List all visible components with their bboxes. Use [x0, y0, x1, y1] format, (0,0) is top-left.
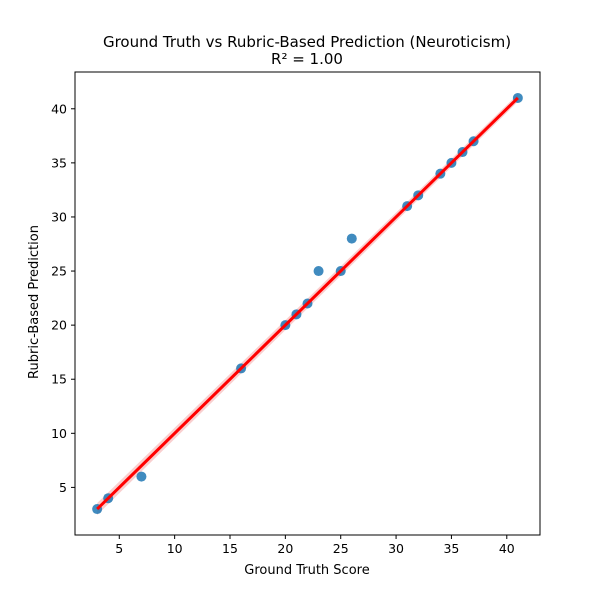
x-tick-label: 20	[277, 541, 293, 556]
x-axis-label: Ground Truth Score	[244, 563, 369, 578]
y-tick-label: 10	[51, 426, 67, 441]
y-tick-label: 15	[51, 372, 67, 387]
y-axis-label: Rubric-Based Prediction	[27, 225, 42, 379]
y-tick-label: 30	[51, 209, 67, 224]
y-axis-ticks: 5 10 15 20 25 30 35 40	[51, 101, 75, 495]
data-point	[313, 266, 324, 277]
data-point	[346, 233, 357, 244]
axes-frame	[74, 71, 541, 536]
x-tick-label: 5	[115, 541, 123, 556]
y-tick-label: 35	[51, 155, 67, 170]
plot-area	[92, 92, 523, 515]
y-tick-label: 5	[59, 480, 67, 495]
chart-subtitle: R² = 1.00	[271, 50, 343, 68]
x-tick-label: 25	[333, 541, 349, 556]
x-axis-ticks: 5 10 15 20 25 30 35 40	[115, 535, 515, 556]
y-tick-label: 25	[51, 264, 67, 279]
data-point	[136, 471, 147, 482]
chart-title: Ground Truth vs Rubric-Based Prediction …	[103, 33, 511, 51]
x-tick-label: 40	[499, 541, 515, 556]
y-tick-label: 40	[51, 101, 67, 116]
regression-line	[96, 96, 519, 511]
x-tick-label: 30	[388, 541, 404, 556]
x-tick-label: 15	[222, 541, 238, 556]
y-tick-label: 20	[51, 318, 67, 333]
x-tick-label: 35	[443, 541, 459, 556]
x-tick-label: 10	[167, 541, 183, 556]
